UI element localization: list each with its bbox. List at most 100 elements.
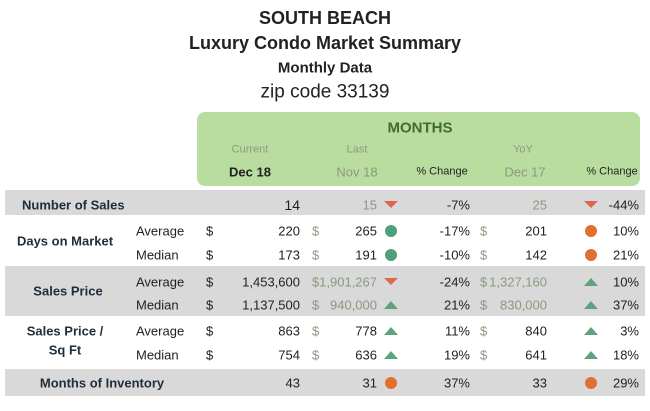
current-value: 220 xyxy=(278,223,300,239)
indicator xyxy=(385,249,397,261)
last-value: 778 xyxy=(355,323,377,339)
last-value: 31 xyxy=(362,375,377,391)
currency: $ xyxy=(480,274,488,290)
row-label: Number of Sales xyxy=(22,197,125,213)
currency: $ xyxy=(206,347,214,363)
currency: $ xyxy=(312,223,320,239)
row-label: Sq Ft xyxy=(48,342,82,358)
yoy-value: 33 xyxy=(532,375,547,391)
current-value: 14 xyxy=(284,197,300,213)
row-band xyxy=(5,369,645,396)
title: SOUTH BEACH xyxy=(258,8,392,28)
stat-label: Median xyxy=(136,297,179,313)
indicator xyxy=(385,225,397,237)
current-value: 43 xyxy=(285,375,300,391)
zip: zip code 33139 xyxy=(260,81,390,103)
stat-label: Average xyxy=(136,223,185,239)
last-value: 265 xyxy=(355,223,377,239)
col-head: Dec 18 xyxy=(229,164,271,180)
yoy-change: 10% xyxy=(612,274,639,290)
row-band xyxy=(5,266,645,316)
months-header xyxy=(197,112,640,186)
currency: $ xyxy=(312,297,320,313)
col-head: Nov 18 xyxy=(336,164,378,180)
last-value: 15 xyxy=(362,197,377,213)
yoy-change: 37% xyxy=(612,297,639,313)
indicator xyxy=(384,278,398,285)
indicator xyxy=(384,327,398,335)
row-label: Sales Price xyxy=(33,283,103,299)
currency: $ xyxy=(206,247,214,263)
currency: $ xyxy=(312,347,320,363)
col-head: YoY xyxy=(513,143,533,156)
stat-label: Average xyxy=(136,323,185,339)
yoy-value: 25 xyxy=(532,197,547,213)
row-band xyxy=(5,190,645,215)
row-label: Days on Market xyxy=(16,233,114,249)
last-change: -10% xyxy=(439,247,470,263)
currency: $ xyxy=(312,274,320,290)
yoy-change: -44% xyxy=(608,197,639,213)
yoy-change: 10% xyxy=(612,223,639,239)
current-value: 863 xyxy=(278,323,300,339)
yoy-value: 641 xyxy=(525,347,547,363)
indicator xyxy=(385,377,397,389)
yoy-value: 840 xyxy=(525,323,547,339)
indicator xyxy=(584,201,598,208)
yoy-change: 29% xyxy=(612,375,639,391)
stat-label: Median xyxy=(136,347,179,363)
current-value: 754 xyxy=(278,347,300,363)
last-change: 37% xyxy=(443,375,470,391)
row-label: Sales Price / xyxy=(26,323,104,339)
indicator xyxy=(584,351,598,359)
col-head: Last xyxy=(346,143,368,156)
last-change: 21% xyxy=(443,297,470,313)
stat-label: Average xyxy=(136,274,185,290)
stat-label: Median xyxy=(136,247,179,263)
last-value: 191 xyxy=(355,247,377,263)
indicator xyxy=(585,249,597,261)
col-head: % Change xyxy=(586,165,638,178)
currency: $ xyxy=(206,297,214,313)
col-head: Current xyxy=(231,143,269,156)
last-value: 636 xyxy=(355,347,377,363)
indicator xyxy=(584,327,598,335)
yoy-value: 142 xyxy=(525,247,547,263)
indicator xyxy=(384,301,398,309)
currency: $ xyxy=(480,297,488,313)
col-head: Dec 17 xyxy=(504,164,546,180)
subtitle: Luxury Condo Market Summary xyxy=(188,33,462,53)
currency: $ xyxy=(206,223,214,239)
currency: $ xyxy=(480,323,488,339)
yoy-change: 21% xyxy=(612,247,639,263)
currency: $ xyxy=(480,223,488,239)
currency: $ xyxy=(480,247,488,263)
currency: $ xyxy=(312,247,320,263)
last-change: -7% xyxy=(446,197,470,213)
group-label: MONTHS xyxy=(387,119,453,137)
indicator xyxy=(584,278,598,286)
indicator xyxy=(585,225,597,237)
current-value: 1,453,600 xyxy=(242,274,300,290)
currency: $ xyxy=(480,347,488,363)
currency: $ xyxy=(206,323,214,339)
period: Monthly Data xyxy=(277,59,373,77)
yoy-value: 1,327,160 xyxy=(489,274,547,290)
currency: $ xyxy=(312,323,320,339)
last-change: 11% xyxy=(444,323,470,339)
indicator xyxy=(384,351,398,359)
last-change: 19% xyxy=(443,347,470,363)
currency: $ xyxy=(206,274,214,290)
indicator xyxy=(585,377,597,389)
last-value: 940,000 xyxy=(330,297,377,313)
indicator xyxy=(384,201,398,208)
yoy-change: 3% xyxy=(620,323,639,339)
current-value: 1,137,500 xyxy=(242,297,300,313)
last-change: -17% xyxy=(439,223,470,239)
col-head: % Change xyxy=(416,165,468,178)
current-value: 173 xyxy=(278,247,300,263)
row-label: Months of Inventory xyxy=(39,375,165,391)
last-change: -24% xyxy=(439,274,470,290)
